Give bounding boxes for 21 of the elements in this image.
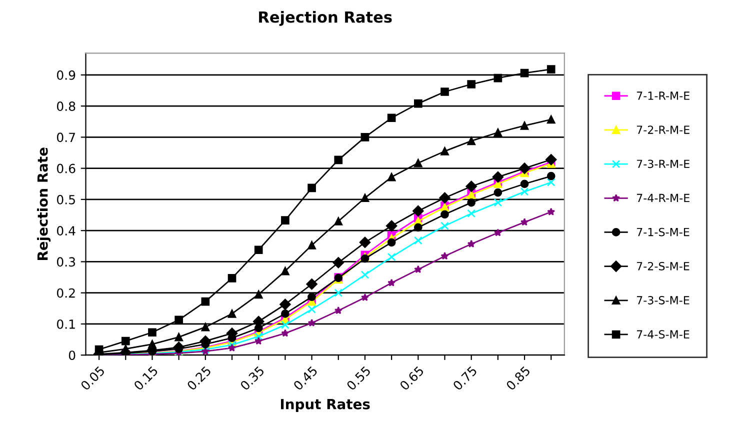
x-axis-title: Input Rates (280, 399, 370, 412)
y-tick-label: 0.1 (56, 319, 75, 329)
y-tick-label: 0 (68, 350, 76, 360)
legend-label: 7-4-R-M-E (636, 194, 690, 202)
legend-label: 7-3-R-M-E (636, 160, 690, 168)
legend-label: 7-3-S-M-E (636, 296, 690, 304)
chart-title: Rejection Rates (259, 10, 392, 26)
y-axis-title: Rejection Rate (37, 148, 51, 260)
y-tick-label: 0.5 (56, 194, 75, 204)
y-tick-label: 0.9 (56, 70, 76, 80)
y-tick-label: 0.2 (56, 288, 75, 298)
y-tick-label: 0.3 (56, 257, 76, 267)
y-tick-label: 0.8 (56, 102, 76, 111)
y-tick-label: 0.6 (56, 164, 76, 174)
y-tick-label: 0.4 (56, 226, 76, 236)
legend-label: 7-4-S-M-E (636, 330, 690, 339)
legend-label: 7-2-R-M-E (636, 126, 690, 134)
y-tick-label: 0.7 (56, 132, 75, 142)
legend-label: 7-1-R-M-E (636, 92, 690, 100)
legend-label: 7-2-S-M-E (636, 262, 690, 270)
legend-label: 7-1-S-M-E (636, 228, 690, 236)
